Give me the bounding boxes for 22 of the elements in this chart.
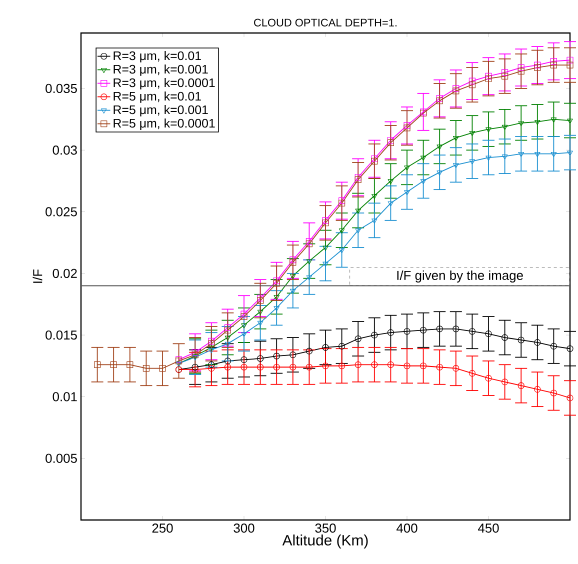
legend-label: R=3 μm, k=0.0001 [114,78,215,90]
x-tick-label: 250 [152,524,173,533]
y-tick-label: 0.01 [52,392,77,402]
y-tick-label: 0.03 [52,146,77,155]
ref-line-label: I/F given by the image [397,270,523,283]
y-axis-title: I/F [32,269,42,283]
x-tick-label: 350 [315,524,336,533]
legend-label: R=5 μm, k=0.0001 [114,118,215,130]
y-tick-label: 0.02 [52,268,77,278]
y-tick-label: 0.035 [46,84,77,94]
legend-label: R=3 μm, k=0.01 [114,50,201,62]
x-tick-label: 300 [234,524,254,533]
x-axis-title: Altitude (Km) [282,534,368,548]
x-tick-label: 450 [478,524,499,533]
legend-label: R=5 μm, k=0.001 [114,105,208,116]
chart-title: CLOUD OPTICAL DEPTH=1. [254,18,396,26]
legend-label: R=3 μm, k=0.001 [114,64,208,76]
y-tick-label: 0.015 [46,330,77,340]
x-tick-label: 400 [396,524,418,533]
y-tick-label: 0.025 [46,207,77,216]
legend-label: R=5 μm, k=0.01 [114,92,201,103]
y-tick-label: 0.005 [46,454,77,463]
